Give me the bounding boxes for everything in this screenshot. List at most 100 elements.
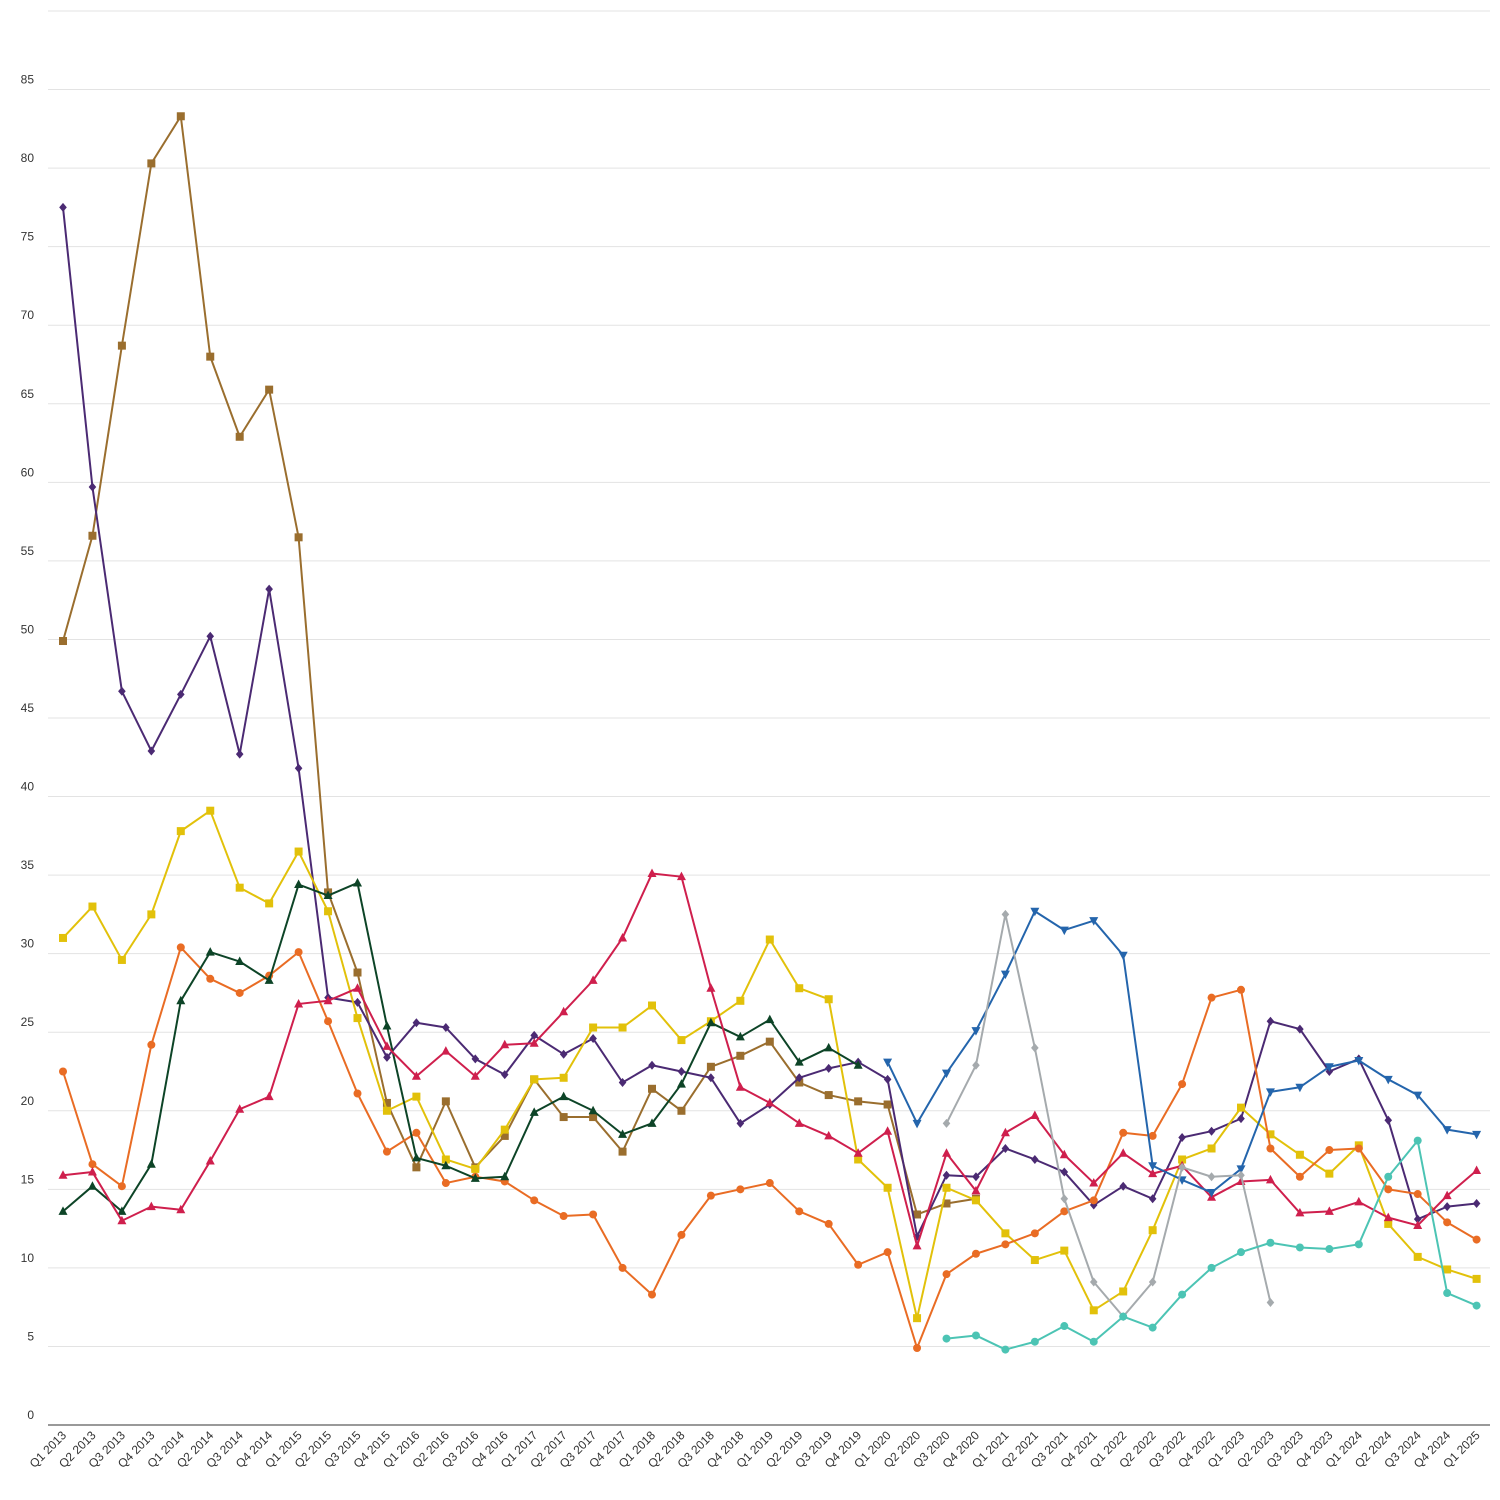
series-line — [62, 881, 859, 1213]
data-point — [706, 1062, 715, 1071]
data-point — [706, 983, 716, 992]
data-point — [942, 1170, 951, 1180]
data-point — [736, 1051, 745, 1060]
data-point — [500, 1039, 510, 1049]
series-3 — [59, 806, 1481, 1323]
data-point — [824, 1063, 833, 1073]
data-point — [1178, 1155, 1187, 1164]
data-point — [1413, 1136, 1422, 1145]
data-point — [1354, 1240, 1363, 1249]
data-point — [942, 1069, 951, 1079]
data-point — [648, 1084, 656, 1093]
data-point — [205, 1156, 215, 1165]
data-point — [1207, 1172, 1216, 1182]
data-point — [795, 984, 804, 993]
data-point — [795, 1073, 804, 1083]
data-point — [853, 1060, 863, 1069]
data-point — [854, 1097, 863, 1106]
y-tick-label: 25 — [21, 1015, 35, 1029]
data-point — [1295, 1172, 1304, 1181]
y-tick-label: 60 — [21, 465, 35, 479]
data-point — [1413, 1091, 1423, 1101]
data-point — [1443, 1289, 1452, 1298]
data-point — [1295, 1207, 1305, 1217]
series-6 — [58, 868, 1482, 1250]
data-point — [736, 1118, 745, 1128]
data-point — [294, 998, 304, 1008]
data-point — [529, 1107, 539, 1116]
data-point — [765, 935, 774, 944]
data-point — [147, 1040, 156, 1049]
data-point — [530, 1196, 539, 1205]
data-point — [676, 871, 686, 881]
data-point — [353, 997, 362, 1007]
y-tick-label: 5 — [27, 1329, 34, 1343]
data-point — [441, 1046, 451, 1055]
data-point — [1030, 1337, 1039, 1346]
data-point — [1001, 1345, 1010, 1354]
data-point — [294, 948, 303, 957]
data-point — [1384, 1172, 1393, 1181]
data-point — [117, 341, 126, 350]
data-point — [1237, 1114, 1245, 1124]
data-point — [146, 1201, 156, 1211]
data-point — [294, 763, 303, 773]
data-point — [1296, 1024, 1304, 1034]
data-point — [1119, 1312, 1128, 1321]
data-point — [1472, 1301, 1481, 1310]
data-point — [1413, 1220, 1423, 1229]
data-point — [500, 1125, 509, 1134]
data-point — [1295, 1150, 1304, 1159]
data-point — [441, 1179, 450, 1188]
data-point — [88, 531, 97, 540]
data-point — [1178, 1162, 1186, 1172]
data-point — [59, 1067, 67, 1076]
data-point — [1148, 1131, 1157, 1140]
data-point — [117, 1215, 127, 1225]
data-point — [589, 1113, 598, 1122]
data-point — [471, 1054, 480, 1064]
data-point — [470, 1173, 480, 1182]
data-point — [1030, 1229, 1039, 1238]
data-point — [1354, 1057, 1364, 1066]
data-point — [176, 995, 186, 1005]
series-line — [62, 946, 1478, 1350]
data-point — [795, 1078, 804, 1087]
data-point — [1148, 1162, 1158, 1171]
data-point — [1354, 1196, 1364, 1206]
data-point — [1443, 1218, 1452, 1227]
data-point — [589, 1210, 598, 1219]
data-point — [972, 1060, 980, 1070]
data-point — [118, 686, 126, 696]
data-point — [87, 1167, 97, 1176]
data-point — [971, 1185, 981, 1195]
data-point — [677, 1036, 686, 1045]
data-point — [441, 1155, 450, 1164]
data-point — [59, 202, 67, 212]
y-tick-label: 10 — [21, 1251, 35, 1265]
data-point — [264, 975, 274, 984]
data-point — [736, 1185, 745, 1194]
data-point — [971, 1196, 980, 1205]
y-tick-label: 80 — [21, 151, 35, 165]
data-point — [1472, 1130, 1482, 1140]
data-point — [117, 1206, 127, 1215]
data-point — [618, 1147, 627, 1156]
data-point — [1442, 1190, 1452, 1200]
data-point — [1001, 909, 1010, 919]
data-point — [765, 1097, 775, 1107]
data-point — [1119, 1181, 1127, 1191]
data-point — [1178, 1080, 1187, 1089]
data-point — [1266, 1130, 1275, 1139]
data-point — [677, 1067, 686, 1076]
data-point — [235, 883, 244, 892]
data-point — [147, 746, 156, 756]
data-point — [1295, 1243, 1304, 1252]
data-point — [1237, 1103, 1245, 1112]
data-point — [324, 907, 333, 916]
data-point — [1089, 1277, 1098, 1287]
data-point — [824, 1091, 833, 1100]
data-point — [1384, 1185, 1393, 1194]
data-point — [1472, 1198, 1481, 1208]
data-point — [59, 637, 67, 646]
